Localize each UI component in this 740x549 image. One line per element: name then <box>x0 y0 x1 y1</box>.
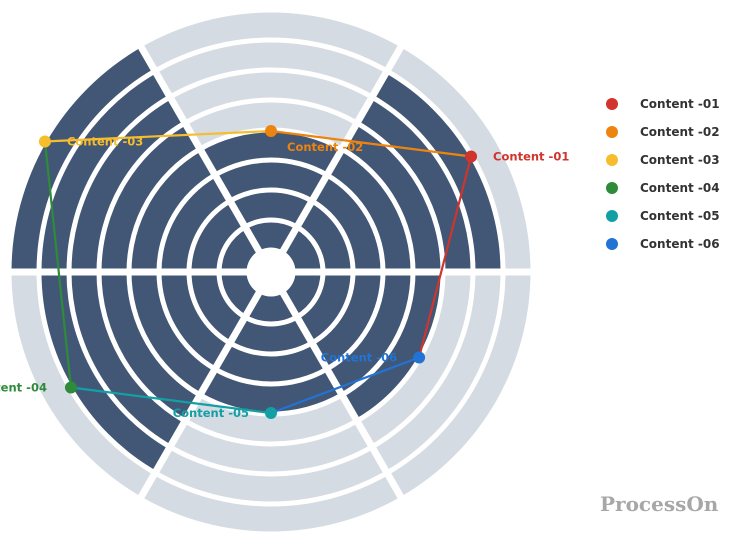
segment-6-ring-8 <box>388 272 531 497</box>
legend-item-content-02: Content -02 <box>606 118 736 146</box>
point-label-content-06: Content -06 <box>321 351 397 365</box>
segment-5-ring-7 <box>156 449 386 502</box>
segment-3-ring-6 <box>71 99 184 272</box>
segment-2-ring-8 <box>141 12 401 69</box>
legend-label: Content -01 <box>640 97 720 111</box>
segment-1-ring-2 <box>298 203 351 272</box>
segment-3-ring-4 <box>131 151 214 272</box>
segment-4-ring-4 <box>131 272 214 393</box>
segment-6-ring-7 <box>373 272 501 471</box>
ring-segments <box>5 12 537 532</box>
segment-6-ring-5 <box>343 272 441 419</box>
segment-2-ring-5 <box>186 102 356 147</box>
segment-4-ring-7 <box>41 272 169 471</box>
segment-5-ring-5 <box>186 397 356 442</box>
legend-dot-icon <box>606 210 618 222</box>
legend-label: Content -02 <box>640 125 720 139</box>
sector-separator <box>134 285 266 505</box>
point-label-content-01: Content -01 <box>493 150 569 164</box>
point-label-content-02: Content -02 <box>287 140 363 154</box>
legend-item-content-06: Content -06 <box>606 230 736 258</box>
segment-5-ring-3 <box>216 345 326 382</box>
legend-label: Content -04 <box>640 181 720 195</box>
segment-4-ring-8 <box>11 272 154 497</box>
point-content-03 <box>38 135 51 148</box>
segment-2-ring-2 <box>231 192 311 225</box>
segment-6-ring-6 <box>358 272 471 445</box>
segment-5-ring-2 <box>231 319 311 352</box>
segment-2-ring-6 <box>171 72 371 121</box>
processon-watermark: ProcessOn <box>600 492 719 516</box>
segment-1-ring-8 <box>388 47 531 272</box>
point-content-01 <box>465 150 478 163</box>
connector-3-4 <box>43 141 73 388</box>
segment-4-ring-3 <box>161 272 229 367</box>
legend-item-content-01: Content -01 <box>606 90 736 118</box>
legend-label: Content -06 <box>640 237 720 251</box>
segment-1-ring-7 <box>373 73 501 272</box>
connector-5-6 <box>270 356 420 415</box>
segment-3-ring-3 <box>161 177 229 272</box>
legend-item-content-04: Content -04 <box>606 174 736 202</box>
segment-2-ring-4 <box>201 132 341 173</box>
point-label-content-05: Content -05 <box>173 406 249 420</box>
legend-item-content-03: Content -03 <box>606 146 736 174</box>
segment-1-ring-3 <box>313 177 381 272</box>
connector-4-5 <box>70 386 272 415</box>
connector-6-1 <box>418 156 473 358</box>
sector-separator <box>276 285 408 505</box>
legend-label: Content -03 <box>640 153 720 167</box>
legend: Content -01 Content -02 Content -03 Content… <box>606 90 736 258</box>
segment-1-ring-6 <box>358 99 471 272</box>
sector-separator <box>134 39 266 259</box>
segment-4-ring-6 <box>71 272 184 445</box>
segment-5-ring-4 <box>201 371 341 412</box>
legend-label: Content -05 <box>640 209 720 223</box>
segment-3-ring-8 <box>11 47 154 272</box>
legend-dot-icon <box>606 154 618 166</box>
point-content-06 <box>413 351 426 364</box>
segment-6-ring-4 <box>328 272 411 393</box>
legend-item-content-05: Content -05 <box>606 202 736 230</box>
legend-dot-icon <box>606 126 618 138</box>
point-content-04 <box>64 381 77 394</box>
legend-dot-icon <box>606 98 618 110</box>
connector-1-2 <box>270 129 472 158</box>
segment-3-ring-2 <box>191 203 244 272</box>
series-point-labels: Content -01 Content -02 Content -03 Content… <box>0 135 569 421</box>
point-label-content-04: Content -04 <box>0 381 47 395</box>
point-label-content-03: Content -03 <box>67 135 143 149</box>
point-content-05 <box>265 407 277 419</box>
sector-separator <box>276 39 408 259</box>
segment-4-ring-5 <box>101 272 199 419</box>
legend-dot-icon <box>606 238 618 250</box>
segment-3-ring-7 <box>41 73 169 272</box>
segment-2-ring-3 <box>216 162 326 199</box>
segment-5-ring-6 <box>171 423 371 472</box>
point-content-02 <box>265 125 277 137</box>
segment-2-ring-7 <box>156 42 386 95</box>
connector-2-3 <box>44 129 272 143</box>
segment-1-ring-5 <box>343 125 441 273</box>
segment-6-ring-3 <box>313 272 381 367</box>
segment-4-ring-2 <box>191 272 244 341</box>
series-connector-lines <box>43 129 473 415</box>
segment-1-ring-4 <box>328 151 411 272</box>
legend-dot-icon <box>606 182 618 194</box>
segment-6-ring-2 <box>298 272 351 341</box>
segment-5-ring-8 <box>141 475 401 532</box>
segment-3-ring-5 <box>101 125 199 273</box>
series-points <box>38 125 478 419</box>
